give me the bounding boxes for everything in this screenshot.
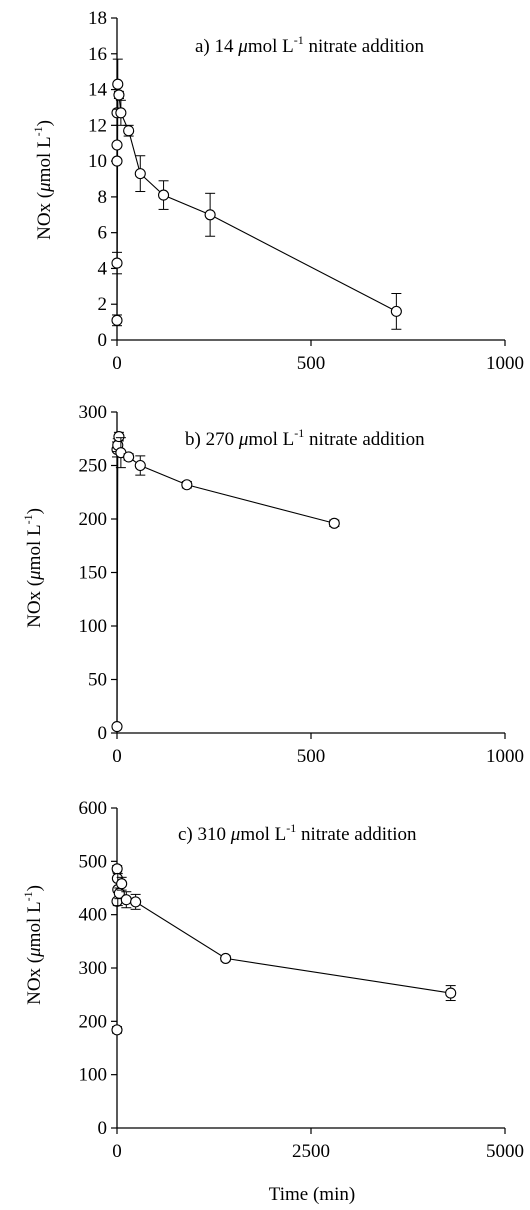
panel-a-x-tick-label: 0 bbox=[112, 353, 122, 374]
panel-c-y-tick-label: 500 bbox=[79, 851, 108, 872]
panel-a-data-point bbox=[390, 305, 402, 317]
panel-c-data-point bbox=[116, 878, 128, 890]
panel-c-x-tick-label: 2500 bbox=[292, 1141, 330, 1162]
panel-c-x-tick-label: 0 bbox=[112, 1141, 122, 1162]
panel-c-annotation: c) 310 μmol L-1 nitrate addition bbox=[178, 821, 417, 845]
panel-b-y-tick-label: 250 bbox=[79, 456, 108, 477]
panel-c-ylabel: NOx (μmol L-1) bbox=[21, 885, 45, 1005]
panel-a-y-tick-label: 10 bbox=[88, 151, 107, 172]
panel-a-data-point bbox=[204, 209, 216, 221]
panel-b-y-tick-label: 200 bbox=[79, 509, 108, 530]
panel-a-y-tick-label: 16 bbox=[88, 44, 107, 65]
panel-b-data-point bbox=[134, 459, 146, 472]
panel-a: a) 14 μmol L-1 nitrate addition NOx (μmo… bbox=[31, 8, 524, 374]
panel-b-data-point bbox=[111, 721, 123, 733]
panel-a-ylabel: NOx (μmol L-1) bbox=[31, 120, 55, 240]
panel-c-data-point bbox=[111, 1024, 123, 1036]
panel-a-y-tick-label: 12 bbox=[88, 115, 107, 136]
panel-c-data-point bbox=[120, 894, 132, 906]
panel-a-data-point bbox=[134, 168, 146, 180]
panel-b-data-point bbox=[328, 517, 340, 529]
panel-b-annotation: b) 270 μmol L-1 nitrate addition bbox=[185, 426, 425, 450]
panel-a-y-tick-label: 4 bbox=[98, 258, 108, 279]
panel-b-data-point bbox=[123, 451, 135, 463]
panel-b-ylabel: NOx (μmol L-1) bbox=[21, 508, 45, 628]
panel-b-data-point bbox=[113, 431, 125, 443]
panel-c-data-point bbox=[111, 863, 123, 875]
panel-c-data-point bbox=[130, 896, 142, 908]
panel-c-xlabel: Time (min) bbox=[269, 1184, 355, 1205]
panel-b-y-tick-label: 50 bbox=[88, 670, 107, 691]
panel-c-y-tick-label: 100 bbox=[79, 1065, 108, 1086]
panel-c-series-line bbox=[116, 868, 451, 1030]
panel-b-x-tick-label: 500 bbox=[297, 746, 326, 767]
panel-a-data-point bbox=[111, 314, 123, 326]
panel-a-y-tick-label: 0 bbox=[98, 330, 108, 351]
panel-c-data-point bbox=[220, 952, 232, 964]
panel-a-plot: 0 2 4 6 8 10 12 14 16 18 0 500 1000 bbox=[88, 8, 524, 374]
panel-b-x-tick-label: 0 bbox=[112, 746, 122, 767]
panel-b-y-tick-label: 0 bbox=[98, 723, 108, 744]
panel-b-data-point bbox=[181, 479, 193, 491]
panel-a-y-tick-label: 2 bbox=[98, 294, 108, 315]
panel-a-data-point bbox=[115, 107, 127, 119]
panel-c-y-tick-label: 600 bbox=[79, 798, 108, 819]
panel-a-y-tick-label: 18 bbox=[88, 8, 107, 29]
panel-c-x-tick-label: 5000 bbox=[486, 1141, 524, 1162]
panel-a-data-point bbox=[112, 78, 124, 90]
panel-b-series-line bbox=[116, 436, 335, 727]
panel-b-plot: 0 50 100 150 200 250 300 0 500 1000 bbox=[79, 402, 525, 767]
panel-b-x-tick-label: 1000 bbox=[486, 746, 524, 767]
panel-a-data-point bbox=[113, 89, 125, 101]
panel-c-data-point bbox=[445, 987, 457, 999]
panel-c: c) 310 μmol L-1 nitrate addition NOx (μm… bbox=[21, 798, 524, 1205]
panel-a-x-tick-label: 1000 bbox=[486, 353, 524, 374]
panel-b-y-tick-label: 150 bbox=[79, 563, 108, 584]
panel-a-y-tick-label: 6 bbox=[98, 223, 108, 244]
panel-a-data-point bbox=[123, 125, 135, 137]
panel-a-data-point bbox=[111, 257, 123, 269]
panel-b-y-tick-label: 100 bbox=[79, 616, 108, 637]
panel-c-y-tick-label: 200 bbox=[79, 1011, 108, 1032]
panel-a-series-line bbox=[116, 84, 397, 321]
panel-a-annotation: a) 14 μmol L-1 nitrate addition bbox=[195, 33, 425, 57]
panel-a-x-tick-label: 500 bbox=[297, 353, 326, 374]
panel-c-y-tick-label: 300 bbox=[79, 958, 108, 979]
panel-a-data-point bbox=[111, 155, 123, 167]
panel-b-y-tick-label: 300 bbox=[79, 402, 108, 423]
panel-c-plot: 0 100 200 300 400 500 600 0 2500 5000 bbox=[79, 798, 525, 1162]
panel-a-y-tick-label: 14 bbox=[88, 80, 108, 101]
panel-a-y-tick-label: 8 bbox=[98, 187, 108, 208]
panel-b: b) 270 μmol L-1 nitrate addition NOx (μm… bbox=[21, 402, 524, 767]
panel-c-y-tick-label: 400 bbox=[79, 905, 108, 926]
panel-c-y-tick-label: 0 bbox=[98, 1118, 108, 1139]
panel-a-data-point bbox=[158, 189, 170, 201]
panel-a-data-point bbox=[111, 139, 123, 151]
